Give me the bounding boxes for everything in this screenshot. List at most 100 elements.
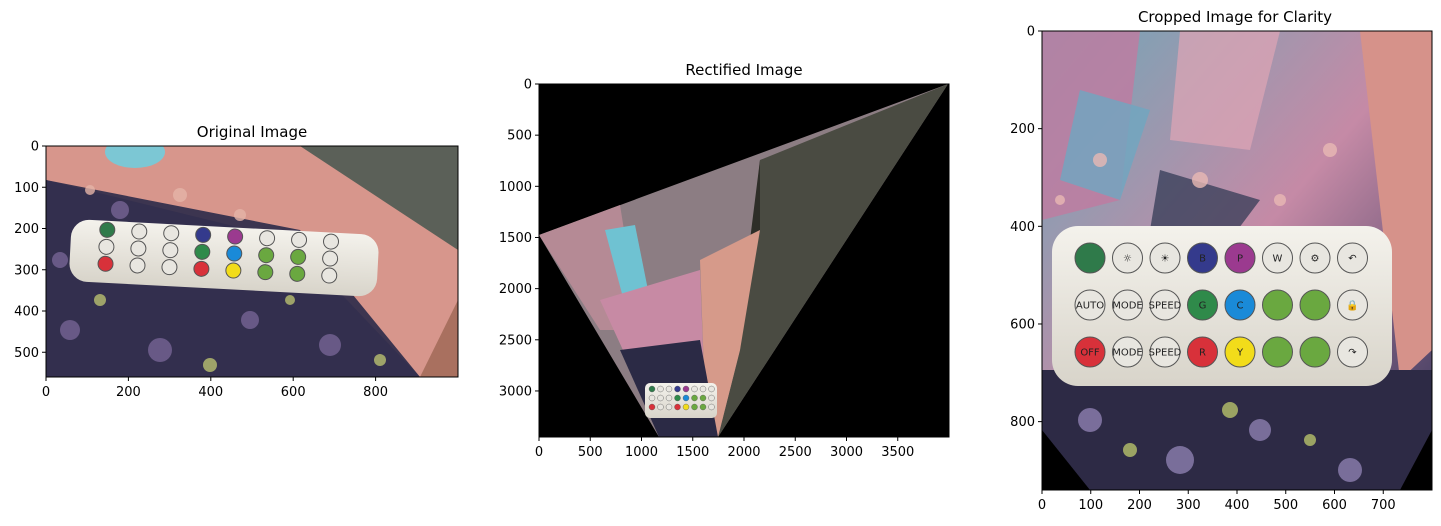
remote-button [1262,336,1293,368]
remote-button [258,247,275,264]
panel2-title: Rectified Image [685,61,802,79]
axes-panel-2: 0 500 1000 1500 2000 2500 3000 3500 0 500 1000 1500… [499,78,950,460]
original-remote-buttons [97,221,340,284]
remote-button [1224,242,1256,274]
remote-button-label: R [1199,348,1206,359]
remote-button [648,403,656,411]
remote-button [1224,289,1256,321]
remote-button-label: G [1199,301,1207,312]
remote-button [1187,242,1218,274]
y-tick-label: 3000 [499,384,532,399]
remote-button-label: MODE [1112,301,1143,312]
x-tick-label: 2500 [779,445,812,460]
remote-button [1299,289,1331,321]
remote-button [648,394,656,402]
x-tick-label: 0 [535,445,543,460]
panel-rectified-image: Rectified Image [539,61,949,437]
remote-button [691,394,698,402]
remote-button [682,394,690,402]
remote-button [257,264,274,281]
remote-button [699,385,707,393]
y-tick-label: 1500 [499,231,532,246]
remote-button-label: W [1273,254,1283,265]
remote-button [193,260,210,277]
x-tick-label: 1500 [676,445,709,460]
remote-button [665,385,673,393]
y-tick-label: 300 [14,263,39,278]
remote-button [1187,336,1218,368]
x-tick-label: 1000 [625,445,658,460]
remote-button [131,223,148,240]
y-tick-label: 100 [14,181,39,196]
remote-button [97,255,114,272]
remote-button [674,403,681,411]
remote-button [1112,289,1143,321]
x-tick-label: 200 [1127,498,1152,513]
remote-button-label: SPEED [1149,348,1182,359]
remote-button [195,226,212,243]
remote-button [674,394,681,402]
remote-button-label: 🔒 [1346,300,1358,312]
remote-button [699,403,707,411]
remote-button [1337,336,1368,368]
y-tick-label: 2500 [499,333,532,348]
panel3-title: Cropped Image for Clarity [1138,8,1332,26]
remote-button [691,385,698,393]
y-tick-label: 1000 [499,180,532,195]
remote-button [682,403,690,411]
remote-button [691,403,698,411]
remote-button-label: ☀ [1161,254,1170,265]
remote-button [289,265,306,282]
remote-button [1149,336,1181,368]
remote-button [1224,336,1256,368]
remote-button [259,230,276,247]
x-tick-label: 400 [198,385,223,400]
remote-button [1074,289,1106,321]
rectified-remote-buttons [648,385,715,411]
remote-button [161,259,178,276]
remote-button [1337,289,1368,321]
remote-button-label: ↷ [1348,348,1357,359]
y-tick-label: 0 [31,140,39,155]
remote-button [648,385,656,393]
remote-button [291,231,308,248]
remote-button [322,250,339,267]
y-tick-label: 600 [1010,317,1035,332]
remote-button [163,225,180,242]
remote-button [1149,242,1181,274]
x-tick-label: 0 [42,385,50,400]
axes-frame [45,145,459,378]
y-tick-label: 0 [524,78,532,93]
remote-button-label: OFF [1080,348,1100,359]
x-tick-label: 3000 [830,445,863,460]
remote-button [1262,289,1293,321]
remote-button [1299,336,1331,368]
remote-button [162,242,179,259]
panel-original-image: Original Image [46,123,458,377]
remote-button-label: SPEED [1149,301,1182,312]
remote-button-label: Y [1236,348,1244,359]
remote-button [194,243,211,260]
original-photo [46,146,458,377]
x-tick-label: 2000 [727,445,760,460]
x-tick-label: 500 [578,445,603,460]
x-tick-label: 200 [116,385,141,400]
remote-button [1149,289,1181,321]
remote-button-label: ⚙ [1311,254,1320,265]
x-tick-label: 0 [1038,498,1046,513]
remote-button [665,394,673,402]
remote-button [699,394,707,402]
panel1-title: Original Image [197,123,307,141]
remote-button [1112,336,1143,368]
remote-button [1262,242,1293,274]
x-tick-label: 600 [1322,498,1347,513]
remote-button [225,262,242,279]
x-tick-label: 700 [1371,498,1396,513]
cropped-photo: ☼ ☀ B P W ⚙ ↶ AUTO MODE SPEED G C 🔒 OFF MODE SPEED R Y ↷ [1042,31,1432,490]
remote-button [708,403,715,411]
remote-button [708,385,715,393]
remote-button [226,245,243,262]
remote-button [1187,289,1218,321]
remote-button [657,385,664,393]
